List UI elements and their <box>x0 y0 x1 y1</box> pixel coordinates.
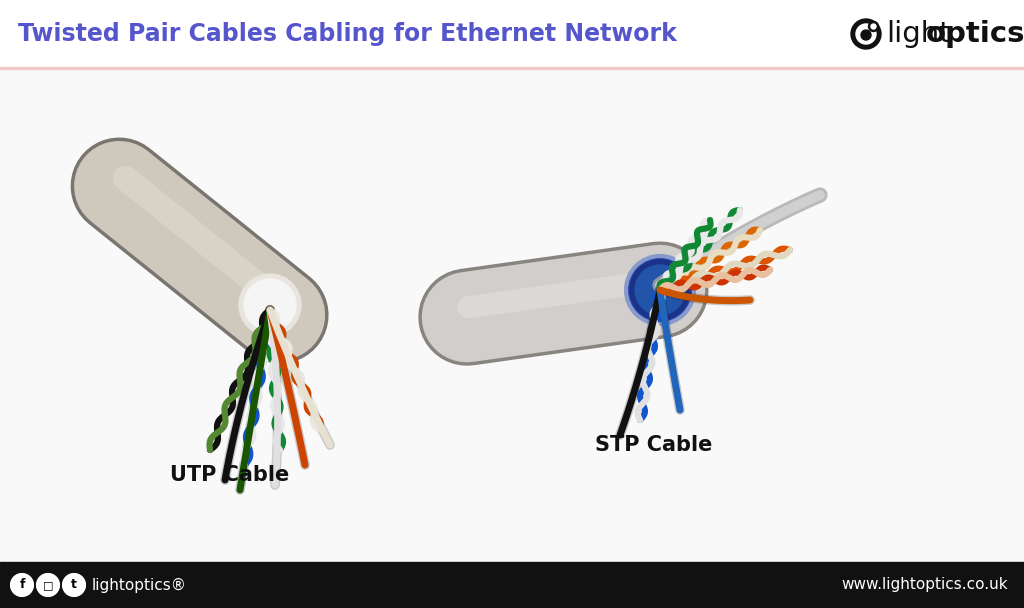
Text: f: f <box>19 578 25 592</box>
Circle shape <box>239 274 301 336</box>
Circle shape <box>861 30 871 40</box>
Text: lightoptics®: lightoptics® <box>92 578 187 593</box>
Circle shape <box>868 21 879 32</box>
Circle shape <box>871 24 876 29</box>
Circle shape <box>626 256 694 324</box>
Text: □: □ <box>43 580 53 590</box>
Circle shape <box>11 574 33 596</box>
Text: Twisted Pair Cables Cabling for Ethernet Network: Twisted Pair Cables Cabling for Ethernet… <box>18 22 677 46</box>
Text: t: t <box>71 578 77 592</box>
Text: STP Cable: STP Cable <box>595 435 713 455</box>
Text: optics: optics <box>926 20 1024 48</box>
Text: www.lightoptics.co.uk: www.lightoptics.co.uk <box>842 578 1008 593</box>
Circle shape <box>63 574 85 596</box>
Circle shape <box>244 279 296 331</box>
Circle shape <box>635 265 685 315</box>
Circle shape <box>37 574 59 596</box>
Circle shape <box>856 24 876 44</box>
Text: UTP Cable: UTP Cable <box>170 465 289 485</box>
Circle shape <box>630 260 690 320</box>
Bar <box>0 68 1024 562</box>
Text: light: light <box>886 20 950 48</box>
Bar <box>0 0 1024 68</box>
Bar <box>0 562 1024 608</box>
Circle shape <box>851 19 881 49</box>
